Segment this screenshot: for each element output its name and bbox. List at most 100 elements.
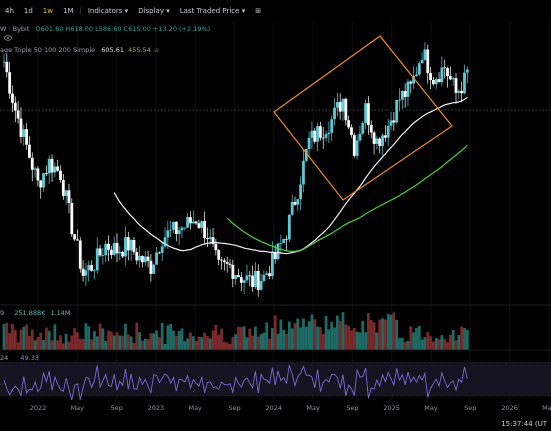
volume-bar [335,315,339,350]
chevron-down-icon: ▾ [124,7,129,15]
ma-indicator-name: age Triple 50 100 200 Simple [0,46,96,54]
volume-bar [67,341,71,350]
volume-bar [290,328,294,350]
volume-bar [177,330,181,350]
volume-bar [378,319,382,350]
volume-bar [135,322,139,350]
candle-body [398,99,401,101]
candle-body [30,157,34,170]
volume-bar [344,324,348,350]
volume-bar [78,338,82,350]
indicators-button[interactable]: Indicators ▾ [83,7,133,15]
volume-bar [463,327,466,350]
candle-body [259,281,263,290]
clock: 15:37:44 (UT [501,420,547,428]
price-type-button[interactable]: Last Traded Price ▾ [175,7,250,15]
volume-bar [81,338,85,350]
price-channel-drawing[interactable] [273,35,453,201]
candle-body [321,137,325,139]
volume-bar [53,324,57,350]
candle-body [149,260,153,274]
candle-body [352,134,356,156]
candle-body [454,78,458,93]
rsi-value: 49.33 [20,354,39,362]
hide-indicator-icon[interactable]: ø [154,46,159,54]
volume-bar [395,319,399,350]
display-label: Display [138,7,164,15]
volume-bar [194,340,198,350]
candle-body [417,63,421,75]
candle-body [109,249,113,255]
chart-grid [37,22,550,400]
volume-bar [409,326,413,350]
volume-bar [166,325,170,350]
volume-bar [143,338,147,350]
volume-bar [76,332,79,350]
candle-body [211,237,215,244]
ma-value-2: 455.54 [128,46,151,54]
candle-body [369,125,373,133]
candle-body [307,137,311,150]
volume-bar [129,336,133,350]
candle-body [358,133,362,141]
volume-bar [296,318,300,350]
volume-bar [254,326,257,350]
candle-body [383,135,387,138]
candle-body [463,72,466,94]
volume-bar [307,321,311,350]
volume-bar [146,339,150,350]
volume-bar [217,334,221,350]
candle-body [121,252,125,257]
grid-icon[interactable]: ⊞ [255,7,262,15]
candle-body [268,273,271,277]
interval-1w[interactable]: 1w [42,7,53,15]
candle-body [270,252,274,277]
candle-body [191,221,195,224]
divider: | [79,7,82,15]
candle-body [285,238,288,240]
candle-body [157,252,161,254]
candle-body [378,138,382,147]
volume-bar [457,334,461,350]
candle-body [53,166,57,173]
candle-body [59,170,62,181]
volume-bar [415,327,418,350]
eye-icon[interactable] [4,35,12,41]
candle-body [61,180,65,196]
candle-body [460,90,464,94]
candle-body [135,252,139,261]
candle-body [183,227,187,229]
candle-body [163,237,167,247]
candle-body [33,168,37,170]
x-tick-label: Sep [464,404,476,412]
interval-1m[interactable]: 1M [62,7,74,15]
volume-bar [169,323,173,350]
candles-layer [2,42,469,297]
volume-bar [448,334,452,350]
volume-bar [465,329,469,350]
volume-bar [61,343,65,350]
volume-value-1: 251.888K [14,309,46,317]
candle-body [166,230,170,238]
interval-4h[interactable]: 4h [5,7,14,15]
display-button[interactable]: Display ▾ [133,7,175,15]
volume-bar [160,322,164,350]
volume-bar [28,335,31,350]
volume-bar [42,339,45,350]
candle-body [392,120,396,123]
volume-bar [389,314,393,350]
candle-body [290,201,294,215]
candle-body [107,243,110,250]
candle-body [262,274,266,282]
candle-body [446,68,449,77]
volume-bar [39,332,43,350]
interval-1d[interactable]: 1d [23,7,33,15]
candle-body [67,190,71,203]
x-tick-label: May [188,404,202,412]
volume-bar [157,337,161,350]
candle-body [81,268,85,276]
candle-body [364,103,367,124]
candle-body [341,98,345,112]
volume-bar [152,333,156,350]
